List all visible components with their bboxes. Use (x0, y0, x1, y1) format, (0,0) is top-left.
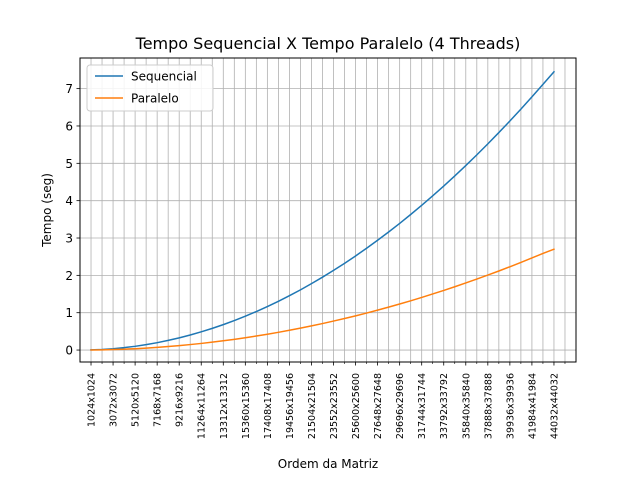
y-tick-label: 5 (65, 157, 73, 171)
x-tick-label: 33792x33792 (439, 373, 450, 439)
y-tick-label: 7 (65, 82, 73, 96)
x-axis-ticks: 1024x1024 3072x3072 5120x5120 7168x7168 9216… (87, 362, 566, 439)
y-tick-label: 1 (65, 306, 73, 320)
x-tick-label: 19456x19456 (285, 373, 296, 439)
series-line-paralelo (90, 248, 555, 351)
x-tick-label: 13312x13312 (219, 373, 230, 439)
y-tick-label: 4 (65, 194, 73, 208)
x-tick-label: 29696x29696 (395, 373, 406, 439)
series-line-sequencial (90, 70, 556, 351)
x-tick-label: 35840x35840 (461, 373, 472, 439)
legend: Sequencial Paralelo (86, 64, 214, 112)
y-tick-label: 3 (65, 232, 73, 246)
x-tick-label: 27648x27648 (373, 373, 384, 439)
y-tick-label: 2 (65, 269, 73, 283)
legend-label-sequencial: Sequencial (131, 70, 197, 84)
x-tick-label: 31744x31744 (417, 373, 428, 439)
x-tick-label: 7168x7168 (153, 373, 164, 427)
y-axis-ticks: 0 1 2 3 4 5 6 7 (65, 82, 80, 358)
x-tick-label: 1024x1024 (87, 373, 98, 427)
series-layer (90, 70, 556, 351)
y-axis-label: Tempo (seg) (40, 173, 54, 248)
x-tick-label: 15360x15360 (241, 373, 252, 439)
x-tick-label: 17408x17408 (263, 373, 274, 439)
x-tick-label: 44032x44032 (549, 373, 560, 439)
x-axis-label: Ordem da Matriz (278, 457, 378, 471)
y-tick-label: 0 (65, 344, 73, 358)
plot-area-frame (79, 57, 577, 363)
x-tick-label: 23552x23552 (329, 373, 340, 439)
x-tick-label: 21504x21504 (307, 373, 318, 439)
x-tick-label: 9216x9216 (175, 373, 186, 427)
x-tick-label: 3072x3072 (109, 373, 120, 427)
x-tick-label: 11264x11264 (197, 373, 208, 439)
x-tick-label: 25600x25600 (351, 373, 362, 439)
x-tick-label: 37888x37888 (483, 373, 494, 439)
y-tick-label: 6 (65, 119, 73, 133)
x-tick-label: 39936x39936 (505, 373, 516, 439)
x-tick-label: 41984x41984 (527, 373, 538, 439)
chart-title: Tempo Sequencial X Tempo Paralelo (4 Thr… (135, 34, 521, 53)
legend-label-paralelo: Paralelo (131, 92, 179, 106)
x-tick-label: 5120x5120 (131, 373, 142, 427)
